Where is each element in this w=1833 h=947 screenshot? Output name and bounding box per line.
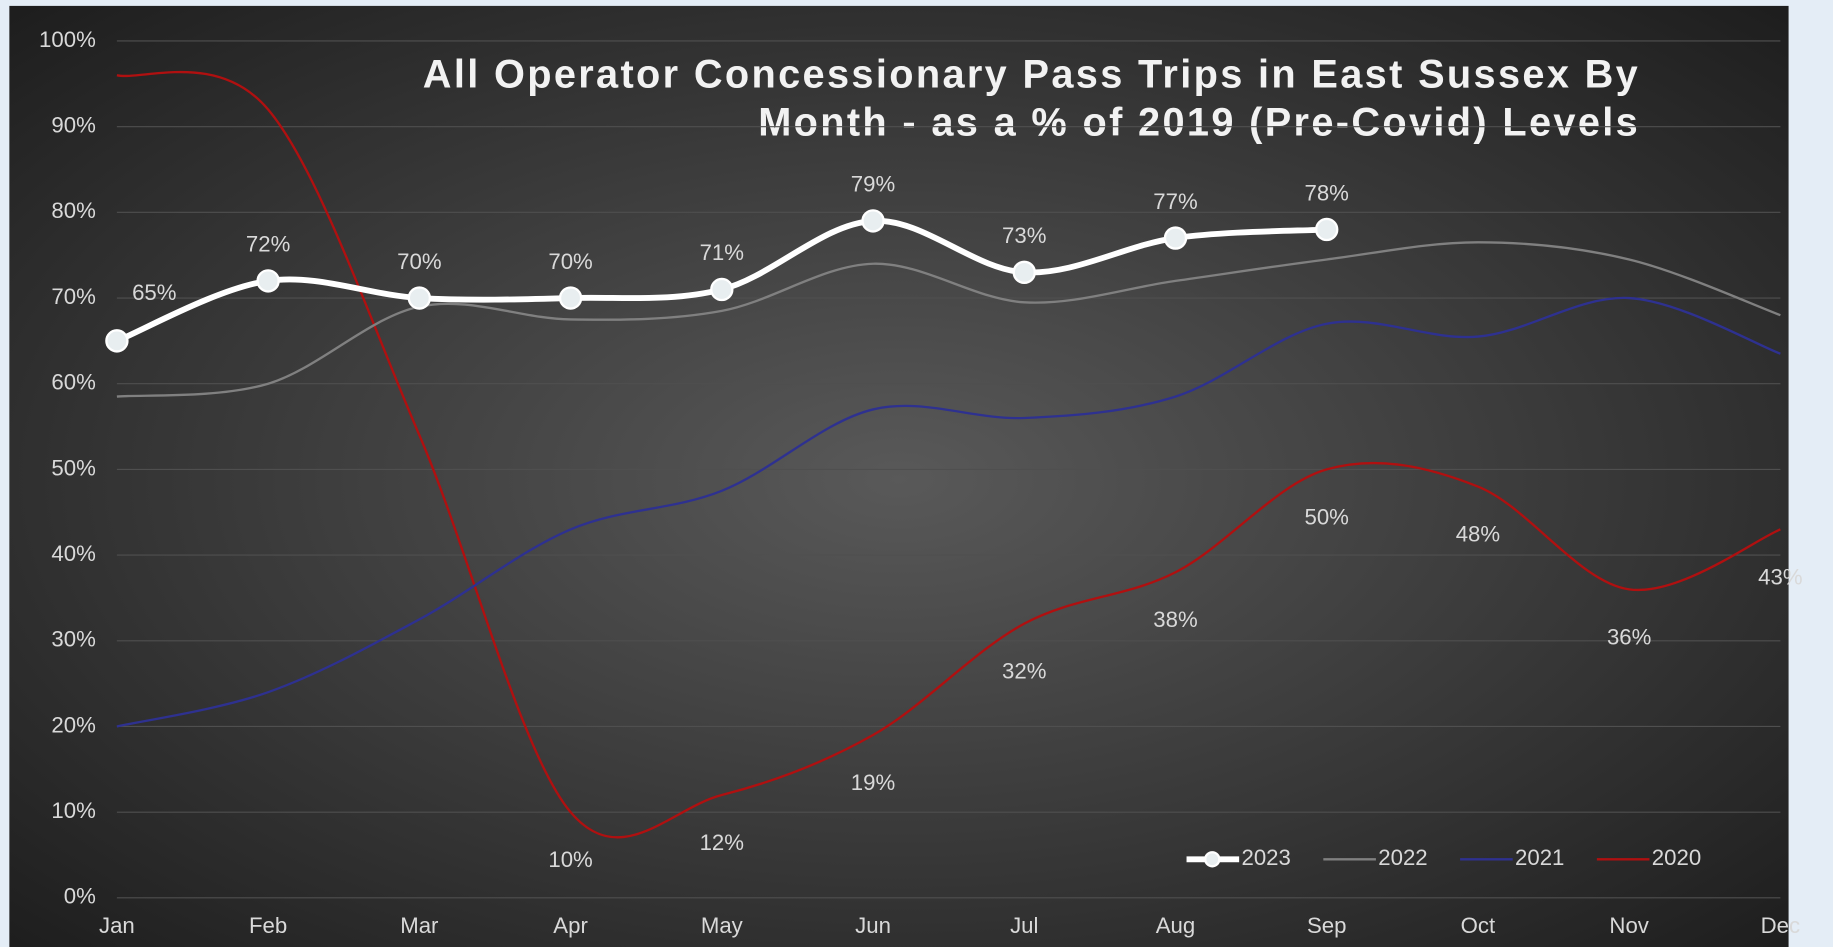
marker: [1012, 260, 1036, 285]
data-label: 10%: [548, 847, 592, 872]
x-tick-label: Feb: [249, 913, 287, 938]
data-label: 43%: [1758, 564, 1802, 589]
data-label: 50%: [1304, 504, 1348, 529]
series-line: [116, 70, 1781, 839]
marker: [407, 286, 432, 310]
chart-title: Month - as a % of 2019 (Pre-Covid) Level…: [758, 101, 1640, 145]
x-tick-label: Sep: [1307, 913, 1347, 938]
legend-label: 2022: [1378, 845, 1427, 870]
y-tick-label: 20%: [51, 712, 95, 737]
data-label: 79%: [851, 172, 895, 197]
marker: [1163, 226, 1188, 250]
x-tick-label: Aug: [1156, 913, 1196, 938]
x-tick-label: Dec: [1761, 913, 1800, 938]
y-tick-label: 80%: [51, 198, 95, 223]
y-tick-label: 100%: [39, 27, 96, 52]
legend-label: 2020: [1652, 845, 1701, 870]
x-tick-label: Oct: [1461, 913, 1496, 938]
data-label: 71%: [700, 240, 744, 265]
marker: [105, 329, 129, 353]
data-label: 36%: [1607, 624, 1651, 649]
y-tick-label: 0%: [64, 884, 96, 909]
y-tick-label: 70%: [51, 284, 95, 309]
data-label: 48%: [1456, 522, 1500, 547]
x-tick-label: Nov: [1609, 913, 1649, 938]
x-tick-label: May: [701, 913, 744, 938]
marker: [1315, 217, 1339, 242]
series-line: [116, 296, 1781, 728]
series-line: [116, 241, 1781, 398]
legend-marker: [1204, 851, 1221, 868]
data-label: 32%: [1002, 659, 1046, 684]
data-label: 19%: [851, 770, 895, 795]
x-tick-label: Jun: [855, 913, 891, 938]
marker: [710, 277, 734, 302]
data-label: 78%: [1304, 180, 1348, 205]
marker: [861, 209, 885, 233]
x-tick-label: Jan: [99, 913, 135, 938]
y-tick-label: 40%: [51, 541, 95, 566]
y-tick-label: 10%: [51, 798, 95, 823]
y-tick-label: 30%: [51, 627, 95, 652]
data-label: 38%: [1153, 607, 1197, 632]
data-label: 65%: [132, 280, 176, 305]
y-tick-label: 50%: [51, 455, 95, 480]
y-tick-label: 60%: [51, 370, 95, 395]
marker: [558, 286, 583, 310]
data-label: 70%: [548, 249, 592, 274]
data-label: 72%: [246, 232, 290, 257]
data-label: 77%: [1153, 189, 1197, 214]
chart-background: [9, 5, 1789, 947]
data-label: 70%: [397, 249, 441, 274]
x-tick-label: Apr: [553, 913, 588, 938]
x-tick-label: Jul: [1010, 913, 1038, 938]
data-label: 12%: [700, 830, 744, 855]
marker: [256, 269, 280, 293]
data-label: 73%: [1002, 223, 1046, 248]
x-tick-label: Mar: [400, 913, 439, 938]
legend-label: 2023: [1241, 845, 1290, 870]
y-tick-label: 90%: [51, 113, 95, 138]
legend-label: 2021: [1515, 845, 1564, 870]
chart-title: All Operator Concessionary Pass Trips in…: [423, 53, 1640, 97]
